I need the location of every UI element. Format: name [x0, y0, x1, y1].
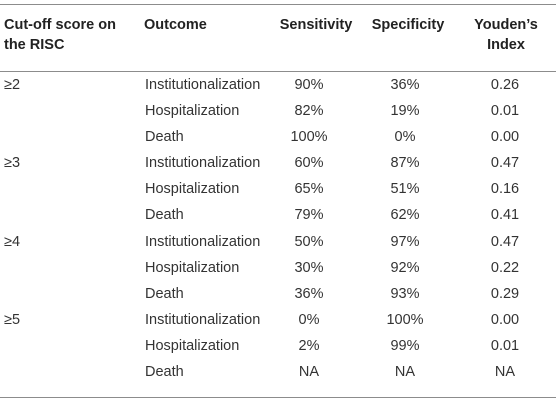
cell-sensitivity: 65% — [294, 181, 324, 198]
cell-youden: 0.00 — [490, 311, 520, 328]
cell-youden: 0.47 — [490, 155, 520, 172]
table-row: Death 36% 93% 0.29 — [0, 281, 556, 307]
cell-outcome: Institutionalization — [145, 311, 261, 328]
cell-sensitivity: 2% — [298, 337, 320, 354]
cell-sensitivity: 0% — [298, 311, 320, 328]
cell-youden: 0.16 — [490, 181, 520, 198]
table-row: Hospitalization 30% 92% 0.22 — [0, 255, 556, 281]
cell-outcome: Institutionalization — [145, 155, 261, 172]
cell-outcome: Death — [145, 129, 184, 146]
cell-youden: 0.00 — [490, 129, 520, 146]
table-row: ≥2 Institutionalization 90% 36% 0.26 — [0, 72, 556, 98]
cell-outcome: Death — [145, 207, 184, 224]
table-top-rule — [0, 4, 556, 5]
cell-specificity: 0% — [394, 129, 416, 146]
cell-sensitivity: 60% — [294, 155, 324, 172]
header-sensitivity: Sensitivity — [279, 17, 353, 33]
cell-cutoff: ≥2 — [4, 77, 21, 93]
header-outcome: Outcome — [144, 17, 207, 33]
cell-youden: NA — [494, 364, 516, 381]
table-header: Cut-off score on the RISC Outcome Sensit… — [0, 5, 556, 71]
cell-sensitivity: 30% — [294, 259, 324, 276]
cell-outcome: Death — [145, 285, 184, 302]
cell-youden: 0.01 — [490, 337, 520, 354]
cell-specificity: NA — [394, 364, 416, 381]
cell-outcome: Hospitalization — [145, 181, 240, 198]
cell-sensitivity: 79% — [294, 207, 324, 224]
cell-youden: 0.26 — [490, 77, 520, 93]
cell-sensitivity: 82% — [294, 103, 324, 120]
cell-specificity: 97% — [390, 233, 420, 250]
cell-youden: 0.22 — [490, 259, 520, 276]
table-row: Hospitalization 65% 51% 0.16 — [0, 176, 556, 202]
table-row: Death NA NA NA — [0, 359, 556, 385]
table-row: Hospitalization 82% 19% 0.01 — [0, 98, 556, 124]
cell-outcome: Hospitalization — [145, 259, 240, 276]
table-row: ≥5 Institutionalization 0% 100% 0.00 — [0, 307, 556, 333]
table-row: Death 100% 0% 0.00 — [0, 124, 556, 150]
cell-sensitivity: 36% — [294, 285, 324, 302]
header-youden-index: Youden’s Index — [474, 17, 538, 53]
cell-specificity: 93% — [390, 285, 420, 302]
table-row: ≥3 Institutionalization 60% 87% 0.47 — [0, 150, 556, 176]
cell-youden: 0.41 — [490, 207, 520, 224]
cell-youden: 0.29 — [490, 285, 520, 302]
table-bottom-rule — [0, 397, 556, 398]
table-body: ≥2 Institutionalization 90% 36% 0.26 Hos… — [0, 72, 556, 385]
cell-specificity: 62% — [390, 207, 420, 224]
cell-outcome: Death — [145, 364, 184, 381]
cell-sensitivity: 100% — [290, 129, 328, 146]
header-cutoff-score: Cut-off score on the RISC — [4, 17, 116, 53]
table-row: ≥4 Institutionalization 50% 97% 0.47 — [0, 229, 556, 255]
cell-outcome: Institutionalization — [145, 77, 261, 93]
cell-specificity: 99% — [390, 337, 420, 354]
cell-specificity: 51% — [390, 181, 420, 198]
cell-cutoff: ≥4 — [4, 233, 21, 250]
cell-outcome: Hospitalization — [145, 337, 240, 354]
table-row: Hospitalization 2% 99% 0.01 — [0, 333, 556, 359]
cell-sensitivity: NA — [298, 364, 320, 381]
cell-specificity: 87% — [390, 155, 420, 172]
cell-cutoff: ≥5 — [4, 311, 21, 328]
cell-specificity: 100% — [386, 311, 424, 328]
cell-outcome: Institutionalization — [145, 233, 261, 250]
cell-specificity: 36% — [390, 77, 420, 93]
cell-specificity: 19% — [390, 103, 420, 120]
table-row: Death 79% 62% 0.41 — [0, 202, 556, 228]
header-divider — [0, 71, 556, 72]
cell-sensitivity: 50% — [294, 233, 324, 250]
cell-cutoff: ≥3 — [4, 155, 21, 172]
cell-outcome: Hospitalization — [145, 103, 240, 120]
cell-youden: 0.47 — [490, 233, 520, 250]
header-specificity: Specificity — [371, 17, 445, 33]
cell-sensitivity: 90% — [294, 77, 324, 93]
cell-youden: 0.01 — [490, 103, 520, 120]
cell-specificity: 92% — [390, 259, 420, 276]
